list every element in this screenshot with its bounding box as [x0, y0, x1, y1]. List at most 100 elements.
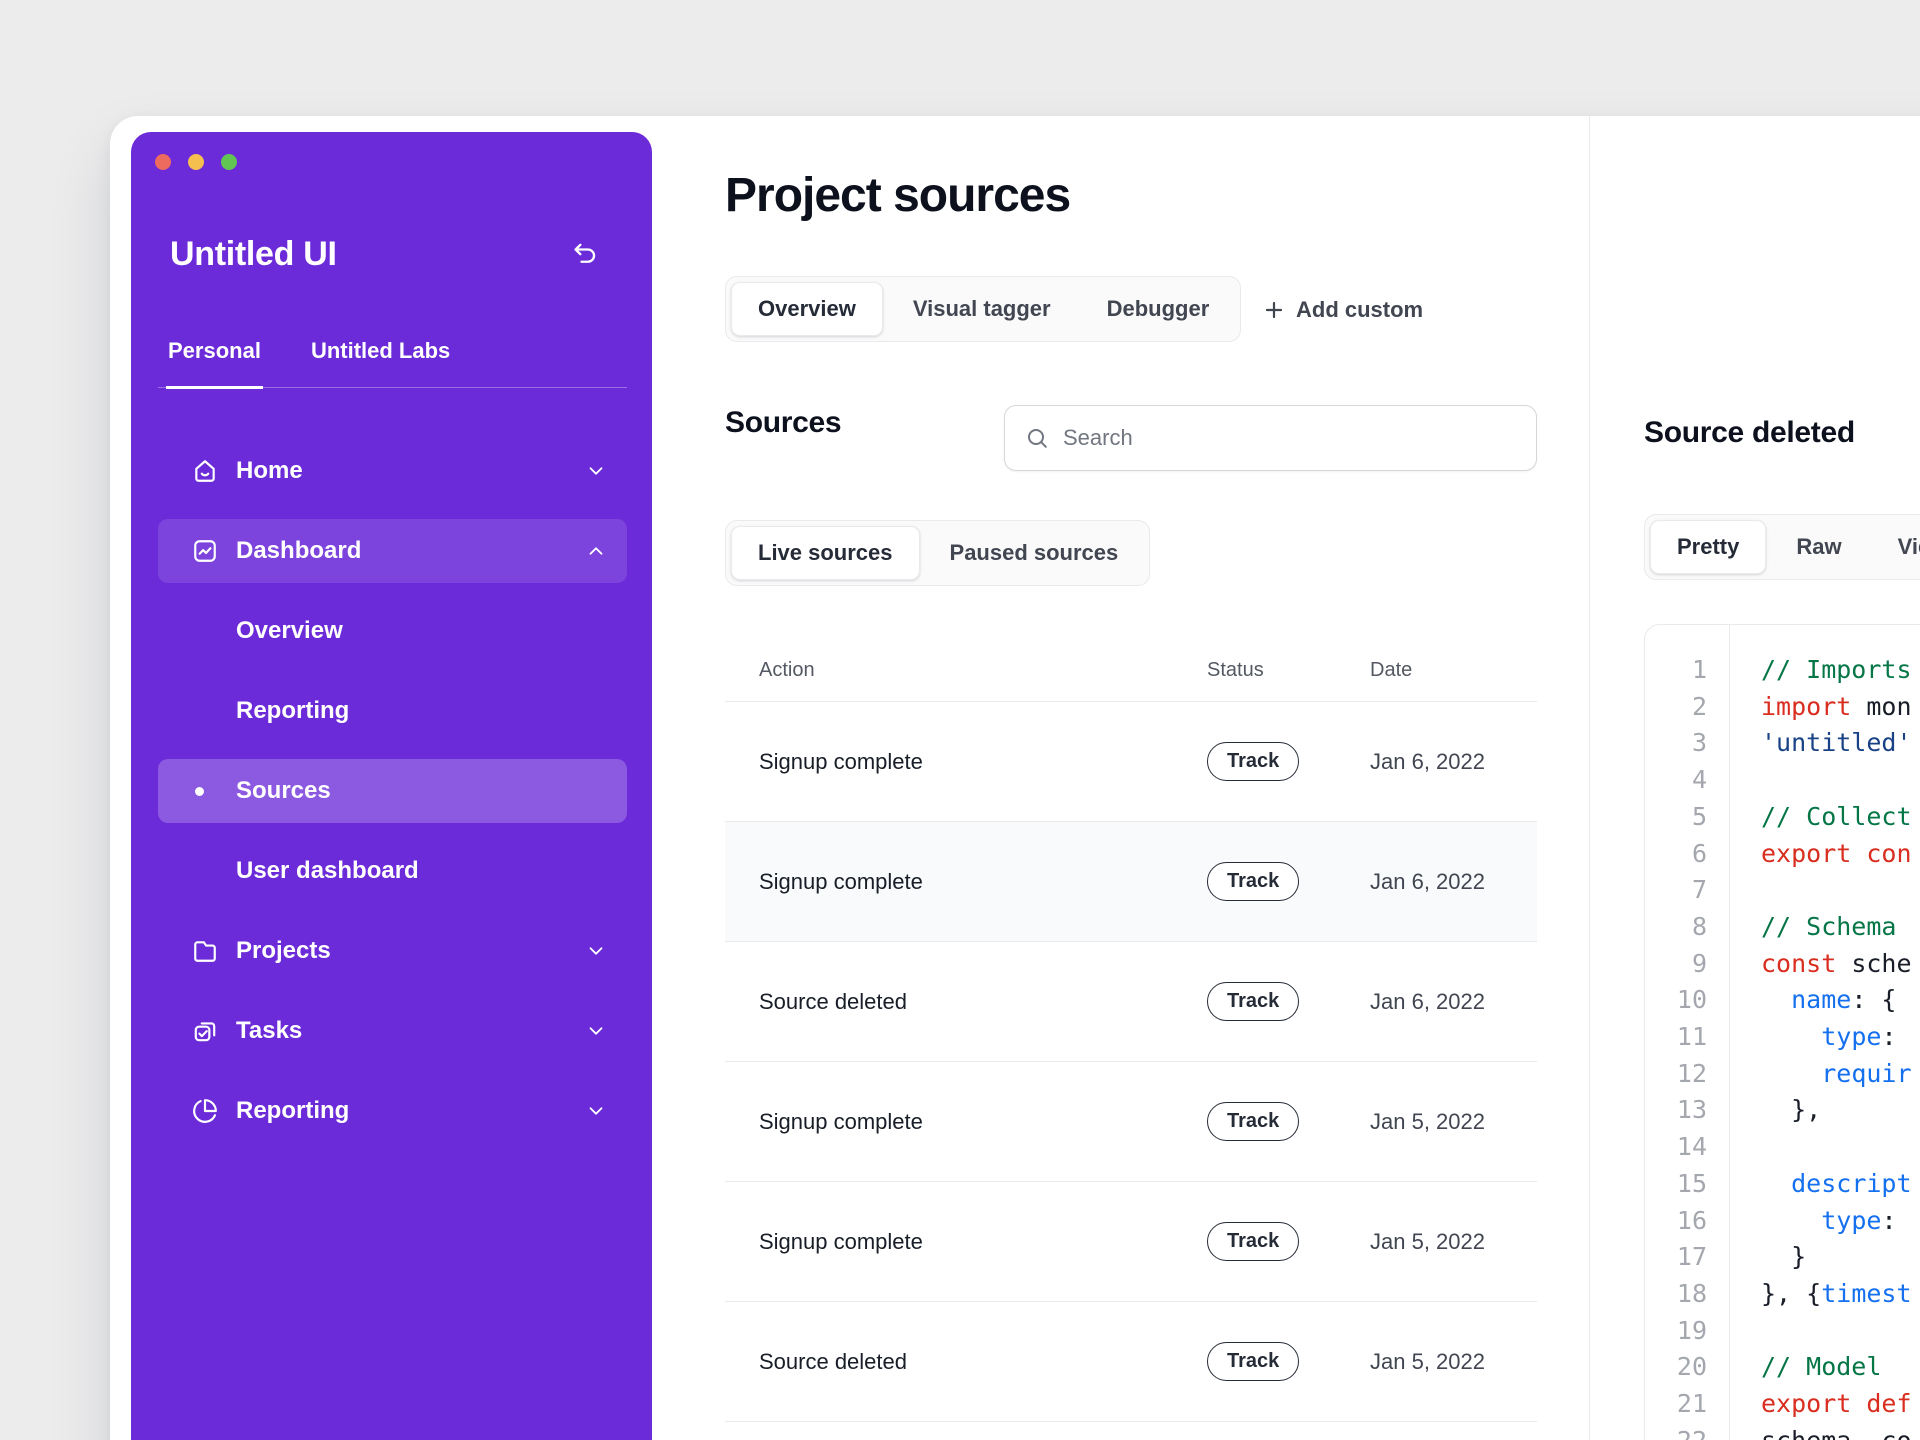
status-badge: Track — [1207, 1102, 1300, 1141]
sidebar-subitem-reporting[interactable]: Reporting — [158, 679, 627, 743]
tab-raw[interactable]: Raw — [1796, 534, 1842, 559]
search-input[interactable] — [1063, 425, 1516, 451]
sidebar-item-projects[interactable]: Projects — [158, 919, 627, 983]
sidebar-nav: Home Dashboard Overview — [158, 439, 627, 1159]
line-number: 14 — [1676, 1132, 1707, 1162]
status-badge: Track — [1207, 742, 1300, 781]
tab-live-sources[interactable]: Live sources — [731, 526, 920, 580]
tab-view[interactable]: View — [1897, 534, 1920, 559]
close-window-button[interactable] — [155, 154, 171, 170]
table-row[interactable]: Signup complete Track Jan 6, 2022 — [725, 702, 1537, 822]
line-number: 17 — [1676, 1242, 1707, 1272]
sources-table: Action Status Date Signup complete Track J… — [725, 640, 1537, 1422]
minimize-window-button[interactable] — [188, 154, 204, 170]
sidebar-item-label: Tasks — [236, 1017, 303, 1044]
chevron-down-icon — [585, 460, 607, 482]
line-number: 20 — [1676, 1352, 1707, 1382]
sources-heading: Sources — [725, 406, 842, 439]
tab-pretty[interactable]: Pretty — [1650, 520, 1767, 574]
tab-overview[interactable]: Overview — [731, 282, 883, 336]
code-line: const sche — [1761, 948, 1912, 978]
code-line: schema, co — [1761, 1423, 1912, 1440]
table-body: Signup complete Track Jan 6, 2022 Signup co… — [725, 702, 1537, 1422]
table-row[interactable]: Signup complete Track Jan 6, 2022 — [725, 822, 1537, 942]
code-line: // Schema — [1761, 911, 1897, 941]
code-lines: // Imports import mon 'untitled' // Collec… — [1730, 625, 1912, 1440]
line-number: 3 — [1691, 728, 1707, 758]
zoom-window-button[interactable] — [221, 154, 237, 170]
sidebar-subitem-overview[interactable]: Overview — [158, 599, 627, 663]
line-number: 16 — [1676, 1205, 1707, 1235]
chevron-down-icon — [585, 1020, 607, 1042]
code-line — [1761, 872, 1912, 909]
sidebar-item-label: Reporting — [236, 1097, 350, 1124]
code-line: }, — [1761, 1095, 1822, 1125]
sidebar-subitem-label: Sources — [236, 777, 331, 804]
row-action-text: Source deleted — [759, 1348, 907, 1374]
code-line — [1761, 762, 1912, 799]
tab-paused-sources[interactable]: Paused sources — [949, 540, 1119, 565]
line-number: 18 — [1676, 1278, 1707, 1308]
line-number: 8 — [1691, 911, 1707, 941]
table-row[interactable]: Source deleted Track Jan 5, 2022 — [725, 1302, 1537, 1422]
row-action-text: Signup complete — [759, 748, 923, 774]
status-badge: Track — [1207, 982, 1300, 1021]
row-status-cell: Track — [1207, 982, 1370, 1021]
code-line: 'untitled' — [1761, 728, 1912, 758]
page-title: Project sources — [725, 169, 1071, 222]
column-header-action: Action — [759, 659, 815, 681]
code-gutter: 12345678910111213141516171819202122 — [1645, 625, 1730, 1440]
code-viewer[interactable]: 12345678910111213141516171819202122 // I… — [1644, 624, 1920, 1440]
workspace-tab-untitled-labs[interactable]: Untitled Labs — [310, 338, 451, 363]
row-date-text: Jan 6, 2022 — [1370, 988, 1485, 1014]
row-date-text: Jan 6, 2022 — [1370, 868, 1485, 894]
code-line: name: { — [1791, 985, 1897, 1015]
table-row[interactable]: Signup complete Track Jan 5, 2022 — [725, 1182, 1537, 1302]
column-header-status: Status — [1207, 659, 1264, 681]
panel-divider — [1589, 116, 1590, 1440]
code-line: // Imports — [1761, 655, 1912, 684]
sidebar-item-label: Home — [236, 457, 303, 484]
code-line: // Collect — [1761, 801, 1912, 831]
status-badge: Track — [1207, 1342, 1300, 1381]
workspace-tab-personal[interactable]: Personal — [166, 338, 263, 389]
code-line — [1761, 1313, 1912, 1350]
sidebar-item-dashboard[interactable]: Dashboard — [158, 519, 627, 583]
tasks-icon — [192, 1018, 218, 1044]
workspace-tabs: Personal Untitled Labs — [158, 338, 627, 389]
detail-title: Source deleted — [1644, 416, 1855, 449]
active-bullet-icon — [195, 787, 204, 796]
tab-visual-tagger[interactable]: Visual tagger — [912, 296, 1051, 321]
sidebar-subitem-user-dashboard[interactable]: User dashboard — [158, 839, 627, 903]
line-number: 12 — [1676, 1058, 1707, 1088]
line-number: 10 — [1676, 985, 1707, 1015]
tab-debugger[interactable]: Debugger — [1106, 296, 1210, 321]
column-header-date: Date — [1370, 659, 1413, 681]
page-tab-group: Overview Visual tagger Debugger — [725, 276, 1242, 342]
sidebar-subitem-sources[interactable]: Sources — [158, 759, 627, 823]
table-row[interactable]: Signup complete Track Jan 5, 2022 — [725, 1062, 1537, 1182]
search-icon — [1025, 426, 1049, 450]
sidebar-item-home[interactable]: Home — [158, 439, 627, 503]
search-box — [1004, 405, 1537, 471]
code-line: }, {timest — [1761, 1278, 1912, 1308]
chevron-down-icon — [585, 1100, 607, 1122]
add-custom-button[interactable]: Add custom — [1262, 286, 1423, 334]
window-controls — [155, 154, 237, 170]
source-filter-tabs: Live sources Paused sources — [725, 520, 1151, 586]
undo-icon — [571, 239, 599, 267]
row-action-text: Signup complete — [759, 1108, 923, 1134]
sidebar-item-tasks[interactable]: Tasks — [158, 999, 627, 1063]
code-line: // Model — [1761, 1352, 1882, 1382]
line-number: 1 — [1691, 655, 1707, 684]
code-line: import mon — [1761, 691, 1912, 721]
sidebar-item-reporting[interactable]: Reporting — [158, 1079, 627, 1143]
collapse-sidebar-button[interactable] — [566, 234, 604, 272]
code-line: } — [1761, 1242, 1807, 1272]
code-line: export con — [1761, 838, 1912, 868]
row-action-text: Signup complete — [759, 868, 923, 894]
table-row[interactable]: Source deleted Track Jan 6, 2022 — [725, 942, 1537, 1062]
home-icon — [192, 458, 218, 484]
line-number: 21 — [1676, 1389, 1707, 1419]
chevron-up-icon — [585, 540, 607, 562]
